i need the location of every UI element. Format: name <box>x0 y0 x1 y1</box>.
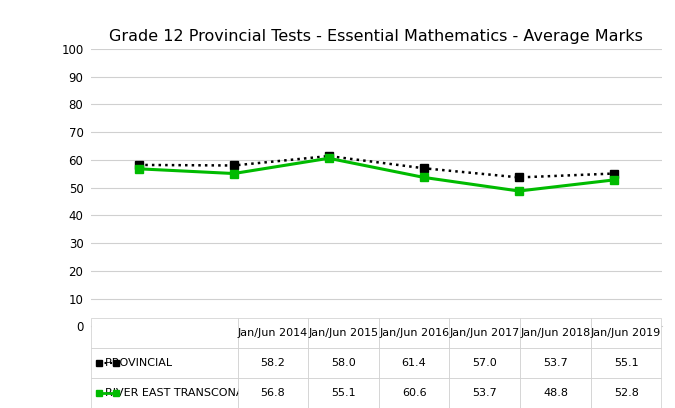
Title: Grade 12 Provincial Tests - Essential Mathematics - Average Marks: Grade 12 Provincial Tests - Essential Ma… <box>109 29 643 44</box>
